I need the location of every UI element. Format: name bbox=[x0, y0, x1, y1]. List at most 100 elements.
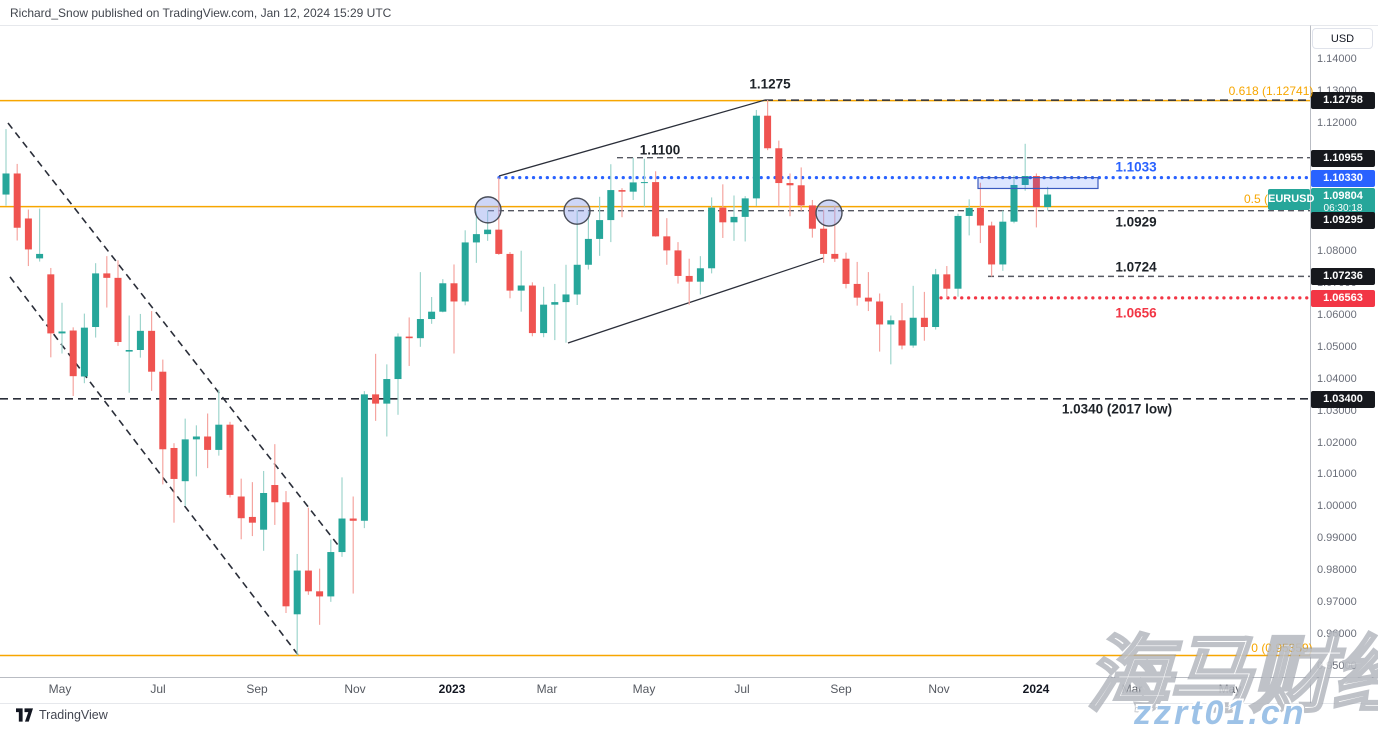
candle bbox=[136, 330, 144, 350]
candle bbox=[226, 424, 234, 495]
candle bbox=[69, 330, 77, 377]
candle bbox=[663, 236, 671, 251]
candle bbox=[976, 207, 984, 226]
price-tick: 1.06000 bbox=[1317, 308, 1357, 321]
price-tick: 1.05000 bbox=[1317, 340, 1357, 353]
candle bbox=[1044, 194, 1052, 207]
time-tick: Jul bbox=[150, 682, 166, 696]
candle bbox=[461, 242, 469, 302]
descending-channel-upper[interactable] bbox=[7, 122, 342, 550]
time-tick: Jul bbox=[734, 682, 750, 696]
price-tick: 1.03000 bbox=[1317, 404, 1357, 417]
price-tick: 1.04000 bbox=[1317, 372, 1357, 385]
time-axis[interactable]: May Jul Sep Nov 2023 Mar May Jul Sep Nov 2024 Mar Ma… bbox=[0, 677, 1378, 703]
highlight-circle[interactable] bbox=[815, 199, 843, 227]
tradingview-logo[interactable]: TradingView bbox=[16, 708, 108, 722]
candle bbox=[1032, 176, 1040, 207]
candle bbox=[2, 173, 10, 195]
candle bbox=[248, 516, 256, 523]
candle bbox=[1021, 176, 1029, 185]
candle bbox=[13, 173, 21, 228]
candle bbox=[360, 394, 368, 521]
time-tick: Nov bbox=[928, 682, 950, 696]
candle bbox=[685, 275, 693, 282]
time-tick: Mar bbox=[536, 682, 558, 696]
descending-channel-lower[interactable] bbox=[9, 276, 300, 657]
candle bbox=[820, 228, 828, 254]
price-tick: 1.14000 bbox=[1317, 53, 1357, 66]
candle bbox=[103, 273, 111, 278]
candle bbox=[282, 502, 290, 607]
ascending-trendline-upper[interactable] bbox=[498, 99, 766, 177]
candle bbox=[808, 205, 816, 229]
time-tick: Mar bbox=[1121, 682, 1143, 696]
candle bbox=[327, 552, 335, 597]
candle bbox=[831, 253, 839, 259]
highlight-circle[interactable] bbox=[563, 197, 591, 225]
currency-toggle-button[interactable]: USD bbox=[1312, 28, 1373, 49]
candle bbox=[338, 518, 346, 553]
candle bbox=[181, 439, 189, 482]
candle bbox=[58, 331, 66, 334]
time-tick: Nov bbox=[344, 682, 366, 696]
candle bbox=[596, 220, 604, 239]
candle bbox=[730, 216, 738, 223]
candle bbox=[472, 234, 480, 243]
time-tick: May bbox=[48, 682, 72, 696]
candle bbox=[80, 327, 88, 377]
price-level-label: 1.10955 bbox=[1311, 149, 1375, 167]
price-tick: 0.98000 bbox=[1317, 564, 1357, 577]
candle bbox=[551, 302, 559, 305]
candle bbox=[170, 447, 178, 479]
publish-attribution: Richard_Snow published on TradingView.co… bbox=[10, 6, 392, 20]
candle bbox=[652, 182, 660, 237]
candle bbox=[271, 485, 279, 503]
candle bbox=[237, 496, 245, 519]
highlight-circle[interactable] bbox=[474, 196, 502, 224]
time-tick: May bbox=[632, 682, 656, 696]
price-level-label: 1.10330 bbox=[1311, 169, 1375, 187]
candle bbox=[954, 215, 962, 289]
candle bbox=[887, 320, 895, 325]
candle bbox=[450, 283, 458, 302]
candle bbox=[719, 207, 727, 223]
candle bbox=[573, 264, 581, 295]
candle bbox=[506, 253, 514, 291]
candle bbox=[405, 336, 413, 339]
candle bbox=[775, 148, 783, 184]
price-tick: 1.00000 bbox=[1317, 500, 1357, 513]
candle bbox=[316, 591, 324, 597]
candle bbox=[517, 285, 525, 291]
time-tick: May bbox=[1218, 682, 1242, 696]
candle bbox=[495, 229, 503, 254]
candle bbox=[752, 115, 760, 199]
candle bbox=[293, 570, 301, 615]
candle bbox=[540, 304, 548, 334]
price-level-label: 1.12758 bbox=[1311, 91, 1375, 109]
candle bbox=[853, 283, 861, 298]
price-level-label: 1.07236 bbox=[1311, 267, 1375, 285]
candle bbox=[674, 250, 682, 276]
candle bbox=[304, 570, 312, 592]
candle bbox=[148, 330, 156, 372]
candle bbox=[114, 277, 122, 343]
candle bbox=[192, 436, 200, 440]
price-tick: 1.08000 bbox=[1317, 245, 1357, 257]
candle bbox=[372, 394, 380, 404]
price-level-label: 1.09804 06:30:18 bbox=[1311, 187, 1375, 215]
candle bbox=[416, 319, 424, 339]
candle bbox=[215, 424, 223, 450]
consolidation-rectangle[interactable] bbox=[977, 177, 1099, 190]
ascending-trendline-lower[interactable] bbox=[567, 257, 824, 344]
candle bbox=[988, 225, 996, 265]
candle bbox=[842, 258, 850, 284]
time-tick: Sep bbox=[246, 682, 268, 696]
candle bbox=[92, 273, 100, 328]
price-axis[interactable]: 1.140001.130001.120001.080001.070001.060… bbox=[1310, 0, 1378, 734]
candle bbox=[696, 268, 704, 282]
candle bbox=[797, 185, 805, 206]
price-level-label: 1.09295 bbox=[1311, 211, 1375, 229]
candle bbox=[764, 115, 772, 149]
